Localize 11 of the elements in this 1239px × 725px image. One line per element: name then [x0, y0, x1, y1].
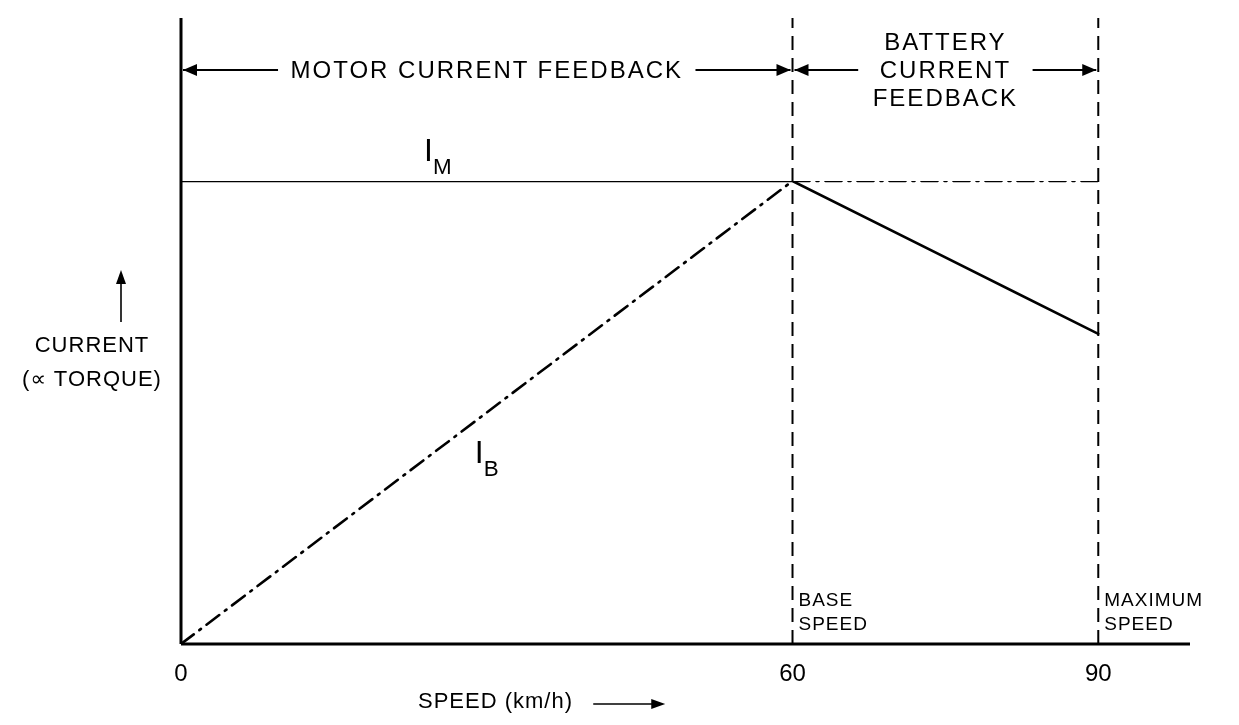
series-label: I$_{M}$ — [424, 132, 452, 179]
ref-line-label: BASE SPEED — [798, 589, 868, 634]
text: MOTOR CURRENT FEEDBACK — [290, 56, 683, 83]
x-tick-label: 90 — [1084, 659, 1112, 687]
y-axis-title: CURRENT (∝ TORQUE) — [22, 332, 162, 391]
text: BATTERY CURRENT FEEDBACK — [872, 28, 1019, 111]
x-tick-label: 60 — [779, 659, 806, 687]
x-tick-label: 0 — [174, 659, 188, 687]
series-label: I$_{B}$ — [474, 433, 499, 480]
ref-line-label: MAXIMUM SPEED — [1104, 589, 1204, 634]
x-axis-title: SPEED (km/h) — [418, 688, 574, 713]
